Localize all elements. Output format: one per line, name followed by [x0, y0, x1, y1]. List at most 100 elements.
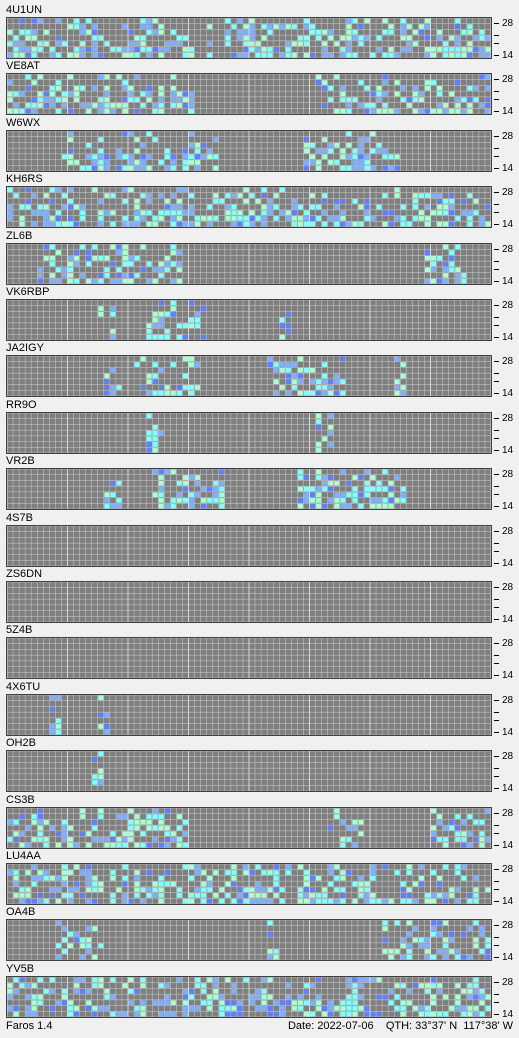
signal-cell — [406, 24, 412, 29]
signal-cell — [255, 887, 261, 893]
signal-cell — [449, 52, 455, 58]
signal-cell — [291, 362, 297, 368]
signal-cell — [43, 875, 49, 881]
signal-cell — [104, 86, 110, 92]
signal-cell — [443, 836, 449, 842]
signal-cell — [128, 1000, 134, 1005]
signal-cell — [346, 165, 352, 171]
signal-cell — [334, 159, 340, 165]
signal-cell — [116, 74, 122, 80]
signal-cell — [255, 47, 261, 52]
signal-cell — [146, 825, 152, 830]
signal-cell — [267, 955, 273, 960]
signal-cell — [31, 103, 37, 109]
signal-cell — [140, 1000, 146, 1005]
signal-cell — [322, 41, 328, 47]
axis-tick-label: 28 — [502, 864, 514, 875]
signal-cell — [388, 29, 394, 35]
signal-cell — [86, 278, 92, 284]
signal-cell — [243, 870, 249, 875]
signal-cell — [418, 92, 424, 97]
signal-cell — [104, 498, 110, 503]
signal-cell — [7, 836, 13, 842]
signal-cell — [219, 492, 225, 498]
signal-cell — [303, 35, 309, 41]
signal-cell — [340, 52, 346, 58]
axis-tick-label: 14 — [502, 332, 514, 343]
signal-cell — [394, 356, 400, 362]
signal-cell — [376, 486, 382, 492]
signal-cell — [376, 148, 382, 154]
signal-cell — [43, 898, 49, 904]
signal-cell — [170, 830, 176, 836]
signal-cell — [219, 486, 225, 492]
signal-cell — [255, 41, 261, 47]
signal-cell — [455, 47, 461, 52]
signal-cell — [110, 368, 116, 374]
signal-cell — [231, 898, 237, 904]
signal-cell — [424, 86, 430, 92]
signal-cell — [461, 97, 467, 103]
signal-cell — [25, 983, 31, 988]
signal-cell — [424, 221, 430, 227]
signal-cell — [74, 932, 80, 938]
axis-tick — [494, 449, 499, 451]
axis-tick — [494, 643, 499, 645]
signal-cell — [86, 898, 92, 904]
signal-cell — [164, 261, 170, 266]
signal-cell — [92, 52, 98, 58]
signal-cell — [364, 216, 370, 221]
signal-cell — [449, 932, 455, 938]
axis-tick — [494, 135, 499, 137]
signal-cell — [68, 255, 74, 261]
signal-cell — [164, 825, 170, 830]
signal-cell — [80, 870, 86, 875]
signal-cell — [328, 413, 334, 419]
signal-cell — [376, 86, 382, 92]
signal-cell — [219, 481, 225, 486]
signal-cell — [431, 1000, 437, 1005]
signal-cell — [55, 18, 61, 24]
signal-cell — [25, 52, 31, 58]
signal-cell — [92, 244, 98, 249]
signal-cell — [213, 481, 219, 486]
signal-cell — [104, 165, 110, 171]
signal-cell — [176, 249, 182, 255]
axis-tick — [494, 731, 499, 733]
signal-cell — [412, 41, 418, 47]
signal-cell — [92, 35, 98, 41]
signal-cell — [92, 983, 98, 988]
signal-cell — [316, 216, 322, 221]
signal-cell — [37, 977, 43, 983]
signal-cell — [104, 41, 110, 47]
signal-cell — [92, 881, 98, 887]
signal-cell — [25, 870, 31, 875]
qth-lat: 33°37' N — [415, 1020, 458, 1032]
signal-cell — [279, 898, 285, 904]
signal-cell — [110, 842, 116, 848]
signal-cell — [352, 18, 358, 24]
axis-minor-tick — [494, 373, 499, 375]
signal-cell — [31, 1000, 37, 1005]
signal-cell — [297, 475, 303, 481]
signal-cell — [431, 80, 437, 86]
signal-cell — [328, 391, 334, 396]
signal-cell — [86, 18, 92, 24]
signal-cell — [352, 165, 358, 171]
signal-cell — [322, 29, 328, 35]
signal-cell — [412, 881, 418, 887]
signal-cell — [49, 887, 55, 893]
signal-cell — [237, 35, 243, 41]
signal-cell — [424, 949, 430, 955]
signal-cell — [346, 131, 352, 137]
signal-cell — [461, 830, 467, 836]
signal-cell — [334, 1005, 340, 1011]
signal-cell — [243, 898, 249, 904]
signal-cell — [98, 165, 104, 171]
signal-cell — [128, 187, 134, 193]
signal-cell — [122, 893, 128, 898]
signal-cell — [92, 103, 98, 109]
beacon-panel: CS3B 28 14 — [0, 793, 519, 850]
signal-cell — [237, 221, 243, 227]
signal-cell — [328, 424, 334, 430]
